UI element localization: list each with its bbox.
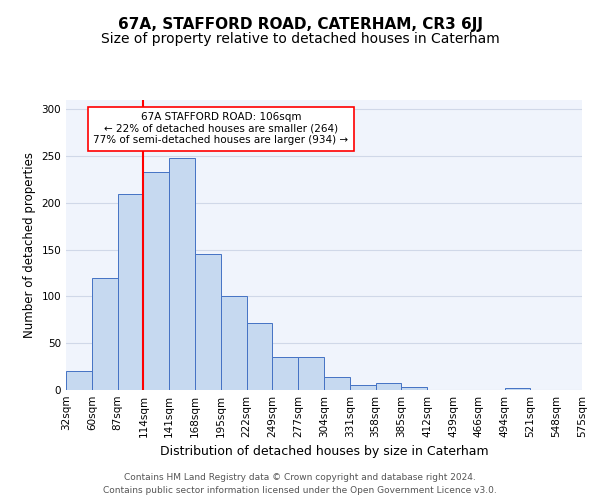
Bar [401,387,427,390]
Text: Size of property relative to detached houses in Caterham: Size of property relative to detached ho… [101,32,499,46]
Bar [505,388,530,390]
Bar [350,386,376,390]
Bar [66,372,92,390]
Text: 67A, STAFFORD ROAD, CATERHAM, CR3 6JJ: 67A, STAFFORD ROAD, CATERHAM, CR3 6JJ [118,18,482,32]
Bar [247,322,272,390]
Text: 67A STAFFORD ROAD: 106sqm
← 22% of detached houses are smaller (264)
77% of semi: 67A STAFFORD ROAD: 106sqm ← 22% of detac… [93,112,349,146]
X-axis label: Distribution of detached houses by size in Caterham: Distribution of detached houses by size … [160,446,488,458]
Bar [324,377,350,390]
Bar [376,382,401,390]
Bar [169,158,195,390]
Bar [92,278,118,390]
Bar [221,296,247,390]
Bar [143,172,169,390]
Bar [195,254,221,390]
Text: Contains HM Land Registry data © Crown copyright and database right 2024.
Contai: Contains HM Land Registry data © Crown c… [103,473,497,495]
Bar [298,358,324,390]
Y-axis label: Number of detached properties: Number of detached properties [23,152,36,338]
Bar [118,194,143,390]
Bar [272,358,298,390]
